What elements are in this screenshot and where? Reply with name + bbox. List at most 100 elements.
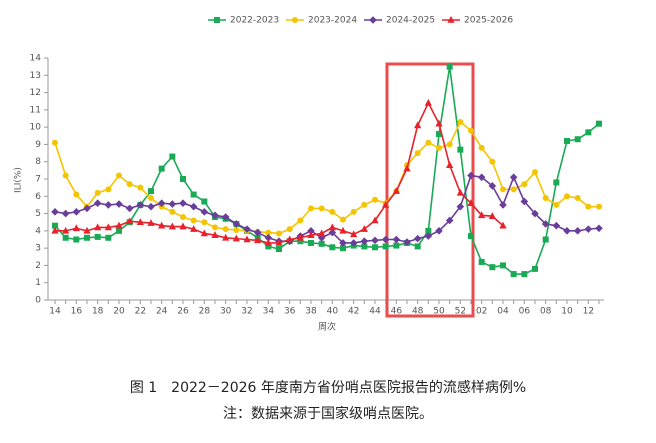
x-tick-label: 42	[348, 307, 359, 317]
data-point	[531, 209, 539, 218]
data-point	[564, 137, 570, 144]
data-point	[574, 195, 581, 202]
x-tick-label: 40	[327, 307, 339, 317]
data-point	[596, 120, 602, 127]
data-point	[349, 239, 358, 247]
data-point	[585, 129, 592, 136]
data-point	[62, 172, 69, 179]
data-point	[340, 216, 346, 223]
data-point	[137, 184, 144, 191]
data-point	[307, 227, 315, 235]
y-tick-label: 6	[35, 192, 41, 202]
data-point	[381, 235, 390, 244]
data-point	[339, 239, 347, 247]
data-point	[265, 243, 272, 250]
data-point	[169, 208, 176, 215]
x-tick-label: 06	[519, 307, 531, 317]
x-tick-label: 28	[199, 307, 211, 317]
data-point	[542, 195, 549, 202]
data-point	[243, 235, 251, 243]
data-point	[329, 244, 336, 251]
data-point	[488, 182, 497, 190]
legend-marker	[292, 17, 298, 23]
data-point	[489, 264, 496, 271]
x-tick-label: 02	[476, 307, 487, 317]
data-point	[445, 216, 454, 225]
y-tick-label: 11	[30, 105, 41, 115]
data-point	[83, 204, 91, 213]
data-point	[468, 127, 474, 134]
data-point	[148, 195, 154, 202]
x-tick-label: 26	[177, 307, 189, 317]
data-point	[510, 271, 517, 278]
data-point	[468, 233, 474, 240]
y-tick-label: 0	[35, 296, 41, 306]
data-point	[93, 199, 102, 207]
data-point	[84, 234, 90, 241]
y-tick-label: 5	[35, 209, 41, 219]
data-point	[201, 198, 208, 205]
data-point	[488, 212, 496, 219]
data-point	[179, 199, 187, 207]
data-point	[435, 227, 443, 235]
y-tick-label: 2	[35, 261, 41, 271]
data-point	[457, 118, 464, 125]
x-tick-label: 12	[583, 307, 594, 317]
data-point	[158, 221, 166, 229]
data-point	[414, 243, 421, 250]
data-point	[467, 171, 475, 180]
data-point	[94, 223, 102, 231]
data-point	[126, 181, 133, 188]
data-point	[179, 222, 187, 230]
data-point	[104, 223, 112, 231]
x-tick-label: 46	[391, 307, 403, 317]
data-point	[585, 203, 592, 210]
data-point	[553, 179, 560, 186]
data-point	[371, 236, 379, 245]
data-point	[521, 271, 528, 278]
data-point	[72, 208, 81, 216]
data-point	[180, 214, 186, 221]
x-tick-label: 04	[497, 307, 509, 317]
data-point	[392, 187, 400, 194]
data-point	[296, 233, 304, 241]
data-point	[52, 139, 58, 146]
data-point	[542, 236, 549, 243]
data-point	[478, 144, 485, 151]
data-point	[360, 225, 368, 232]
legend-label: 2023-2024	[308, 16, 357, 26]
series-line	[54, 66, 600, 275]
data-point	[276, 230, 282, 237]
data-point	[328, 228, 337, 237]
y-tick-label: 14	[30, 54, 42, 64]
data-point	[136, 218, 144, 226]
legend-marker	[369, 16, 377, 24]
data-point	[297, 238, 304, 245]
data-point	[456, 188, 464, 196]
x-tick-label: 44	[369, 307, 381, 317]
data-point	[478, 258, 485, 265]
series-line	[54, 120, 599, 235]
data-point	[403, 164, 411, 172]
data-point	[233, 226, 240, 233]
y-tick-label: 13	[30, 71, 41, 81]
data-point	[265, 229, 272, 236]
data-point	[328, 223, 336, 231]
data-point	[350, 208, 357, 215]
data-point	[478, 211, 486, 219]
data-point	[467, 199, 475, 206]
data-point	[329, 208, 336, 215]
data-point	[212, 224, 218, 231]
data-point	[168, 200, 177, 208]
data-point	[372, 244, 378, 251]
data-point	[148, 188, 154, 195]
data-point	[392, 235, 401, 244]
x-tick-label: 10	[561, 307, 573, 317]
data-point	[264, 238, 272, 246]
data-point	[307, 231, 315, 238]
x-tick-label: 20	[113, 307, 125, 317]
data-point	[211, 231, 219, 238]
data-point	[456, 202, 465, 211]
x-tick-label: 48	[412, 307, 424, 317]
